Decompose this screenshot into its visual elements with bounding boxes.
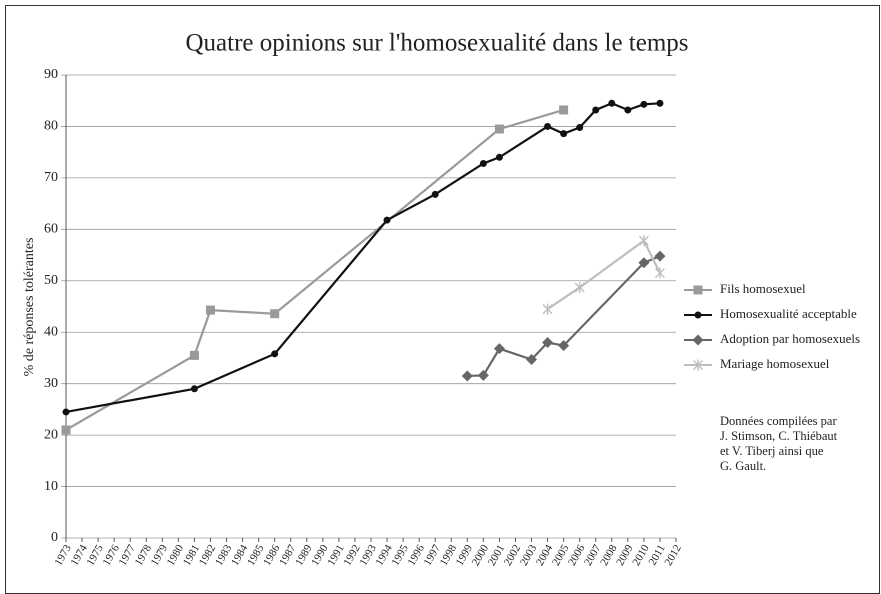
data-point <box>477 369 489 381</box>
data-point <box>544 122 552 130</box>
data-point <box>592 106 600 114</box>
series-line <box>467 255 661 378</box>
note: G. Gault. <box>720 459 766 473</box>
legend-label: Fils homosexuel <box>720 281 806 296</box>
series-line <box>65 108 564 431</box>
data-point <box>654 267 665 279</box>
note: et V. Tiberj ainsi que <box>720 444 824 458</box>
data-point <box>270 309 280 319</box>
data-point <box>576 123 584 131</box>
data-point <box>608 99 616 107</box>
frame <box>5 5 880 594</box>
data-point <box>62 408 70 416</box>
legend-marker <box>692 334 704 346</box>
legend-label: Adoption par homosexuels <box>720 331 860 346</box>
data-point <box>638 257 650 269</box>
data-point <box>574 281 585 293</box>
x-tick-label: 2012 <box>662 543 683 568</box>
y-tick-label: 40 <box>44 324 58 339</box>
y-axis-label: % de réponses tolérantes <box>22 238 37 377</box>
data-point <box>461 370 473 382</box>
note: Données compilées par <box>720 414 837 428</box>
y-tick-label: 70 <box>44 170 58 185</box>
legend-marker <box>693 359 703 371</box>
data-point <box>558 340 570 352</box>
x-tick-label: 2010 <box>630 542 652 567</box>
legend-marker <box>694 311 702 319</box>
y-tick-label: 0 <box>51 530 58 545</box>
chart-title: Quatre opinions sur l'homosexualité dans… <box>185 30 688 57</box>
data-point <box>526 353 538 365</box>
y-tick-label: 30 <box>44 376 58 391</box>
data-point <box>656 99 664 107</box>
data-point <box>189 350 199 360</box>
series-line <box>65 102 661 414</box>
y-tick-label: 60 <box>44 222 58 237</box>
legend-label: Homosexualité acceptable <box>720 306 857 321</box>
data-point <box>560 130 568 138</box>
series-line <box>546 238 661 310</box>
data-point <box>205 305 215 315</box>
data-point <box>190 385 198 393</box>
data-point <box>61 425 71 435</box>
data-point <box>638 235 649 247</box>
data-point <box>479 159 487 167</box>
data-point <box>271 350 279 358</box>
data-point <box>559 105 569 115</box>
data-point <box>383 216 391 224</box>
note: J. Stimson, C. Thiébaut <box>720 429 838 443</box>
data-point <box>431 190 439 198</box>
legend-label: Mariage homosexuel <box>720 356 830 371</box>
y-tick-label: 20 <box>44 427 58 442</box>
legend-marker <box>693 285 703 295</box>
data-point <box>493 343 505 355</box>
y-tick-label: 10 <box>44 479 58 494</box>
y-tick-label: 90 <box>44 67 58 82</box>
y-tick-label: 80 <box>44 119 58 134</box>
y-tick-label: 50 <box>44 273 58 288</box>
data-point <box>542 303 553 315</box>
data-point <box>542 337 554 349</box>
data-point <box>640 100 648 108</box>
data-point <box>624 106 632 114</box>
data-point <box>494 124 504 134</box>
data-point <box>495 153 503 161</box>
data-point <box>654 250 666 262</box>
